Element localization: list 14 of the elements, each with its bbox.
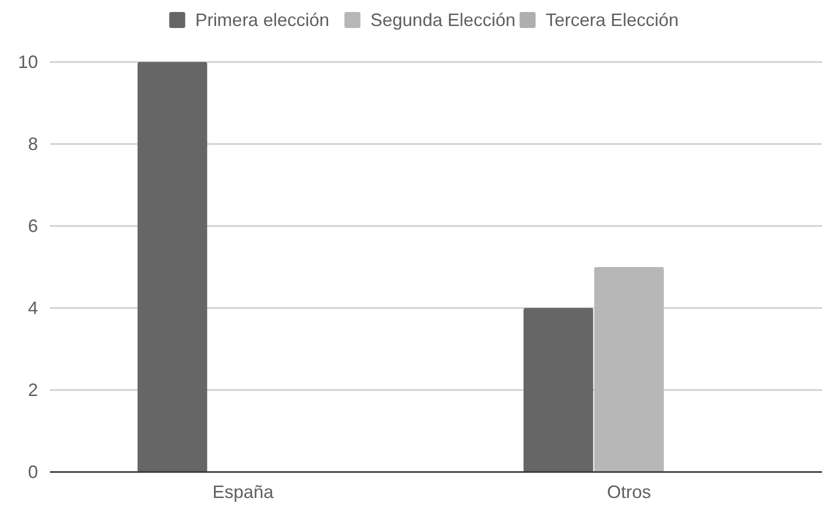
legend-label: Segunda Elección <box>370 10 516 30</box>
x-tick-label: Otros <box>606 482 652 502</box>
bar <box>594 267 664 472</box>
x-tick-label: España <box>212 482 275 502</box>
y-tick-label: 10 <box>18 52 38 72</box>
y-tick-label: 8 <box>28 134 38 154</box>
y-tick-label: 0 <box>28 462 38 482</box>
y-tick-label: 2 <box>28 380 38 400</box>
bar <box>138 62 208 472</box>
y-tick-label: 6 <box>28 216 38 236</box>
y-tick-label: 4 <box>28 298 38 318</box>
legend-label: Primera elección <box>195 10 330 30</box>
legend-label: Tercera Elección <box>546 10 679 30</box>
bar <box>524 308 594 472</box>
